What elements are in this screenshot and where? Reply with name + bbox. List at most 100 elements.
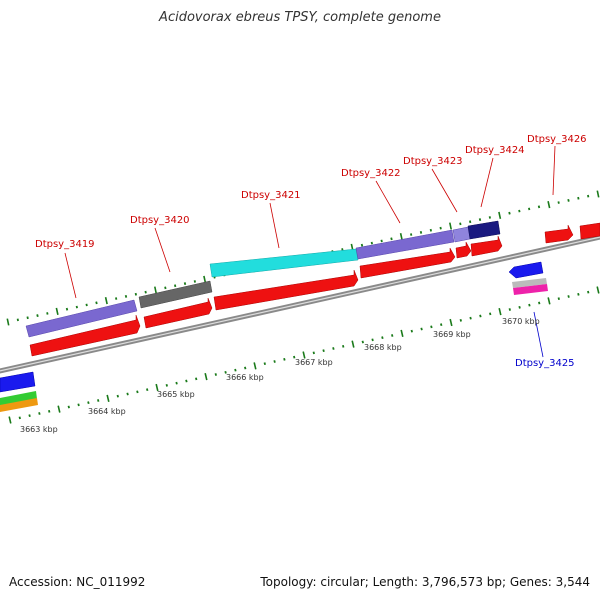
inner-track-minor-tick [244,366,247,370]
inner-track-minor-tick [28,414,31,418]
outer-track-major-tick [104,297,108,305]
inner-track-minor-tick [420,327,423,331]
inner-track-major-tick [449,318,453,327]
inner-track-minor-tick [567,295,570,298]
map-title: Acidovorax ebreus TPSY, complete genome [159,10,441,25]
inner-track-minor-tick [224,370,227,374]
inner-track-minor-tick [126,392,129,396]
inner-track-major-tick [57,405,61,413]
gene-label-3425: Dtpsy_3425 [515,358,575,369]
inner-track-minor-tick [214,373,217,376]
inner-track-minor-tick [528,303,531,307]
scale-label-3664: 3664 kbp [88,407,126,416]
outer-track-major-tick [498,211,502,219]
outer-track-minor-tick [419,230,423,234]
outer-track-minor-tick [134,292,137,296]
scale-label-3667: 3667 kbp [295,358,333,367]
outer-track-minor-tick [124,294,128,298]
leader-line-3426 [552,145,556,196]
inner-track-minor-tick [577,292,580,296]
inner-track-minor-tick [185,379,188,383]
outer-track-minor-tick [528,207,531,211]
inner-track-minor-tick [116,394,119,398]
inner-track-minor-tick [283,357,286,361]
outer-track-minor-tick [360,243,364,247]
scale-label-3666: 3666 kbp [226,373,264,382]
outer-track-minor-tick [193,280,196,283]
inner-track-minor-tick [381,336,384,340]
inner-track-minor-tick [263,362,266,366]
outer-track-minor-tick [183,282,187,286]
scale-label-3665: 3665 kbp [157,390,195,399]
inner-track-minor-tick [67,405,70,409]
leader-line-3419 [64,252,77,299]
inner-track-minor-tick [440,323,443,327]
outer-track-minor-tick [537,205,541,209]
inner-track-minor-tick [146,388,149,392]
outer-track-major-tick [154,286,157,294]
inner-track-minor-tick [508,308,511,311]
reverse-bar-left-blue [0,371,36,393]
inner-track-minor-tick [518,305,521,309]
inner-track-minor-tick [479,314,482,318]
cog-bar-3420 [138,280,213,309]
outer-track-major-tick [547,201,551,209]
outer-track-minor-tick [390,237,393,241]
inner-track-minor-tick [391,334,394,337]
outer-track-major-tick [55,307,59,315]
inner-track-major-tick [204,373,208,381]
cog-bar-3425-magenta [513,284,548,295]
outer-track-minor-tick [567,198,570,202]
outer-track-minor-tick [518,209,521,213]
cds-arrow-3421 [213,269,359,311]
outer-track-minor-tick [439,226,442,230]
cds-arrow-3423 [455,241,472,259]
inner-track-minor-tick [361,340,364,344]
outer-track-minor-tick [85,303,88,307]
cds-arrow-next [579,222,600,240]
leader-line-3422 [375,180,401,224]
outer-track-minor-tick [587,194,590,198]
outer-track-minor-tick [95,301,98,305]
inner-track-major-tick [547,297,551,305]
leader-line-3425 [533,311,544,358]
outer-track-major-tick [449,222,452,230]
inner-track-minor-tick [234,368,237,372]
outer-track-minor-tick [429,228,432,232]
outer-track-minor-tick [469,220,472,224]
leader-line-3420 [154,227,171,273]
inner-track-minor-tick [97,399,100,402]
inner-track-minor-tick [459,318,462,322]
outer-track-minor-tick [26,316,29,320]
leader-line-3423 [431,168,458,213]
outer-track-minor-tick [410,233,413,236]
gene-label-3419: Dtpsy_3419 [35,239,95,250]
inner-track-minor-tick [342,344,345,348]
gene-label-3420: Dtpsy_3420 [130,215,190,226]
cds-arrow-3424 [470,235,503,257]
accession-label: Accession: NC_011992 [9,575,146,589]
genome-summary: Topology: circular; Length: 3,796,573 bp… [260,575,590,589]
gene-label-3424: Dtpsy_3424 [465,145,525,156]
cog-bar-3419 [25,299,138,338]
inner-track-major-tick [106,394,110,402]
inner-track-minor-tick [77,403,80,407]
inner-track-minor-tick [322,349,325,353]
outer-track-major-tick [399,233,403,241]
outer-track-minor-tick [488,216,491,219]
scale-label-3670: 3670 kbp [502,317,540,326]
inner-tick-track [8,286,600,424]
cds-arrow-3425 [508,261,544,279]
inner-track-minor-tick [312,351,315,355]
outer-track-minor-tick [577,196,580,200]
inner-track-minor-tick [430,325,433,329]
inner-track-minor-tick [469,316,472,320]
outer-tick-track [6,190,600,326]
inner-track-minor-tick [557,297,560,301]
inner-track-minor-tick [165,383,168,387]
inner-track-minor-tick [538,301,541,305]
inner-track-minor-tick [410,329,413,333]
outer-track-major-tick [6,318,10,326]
